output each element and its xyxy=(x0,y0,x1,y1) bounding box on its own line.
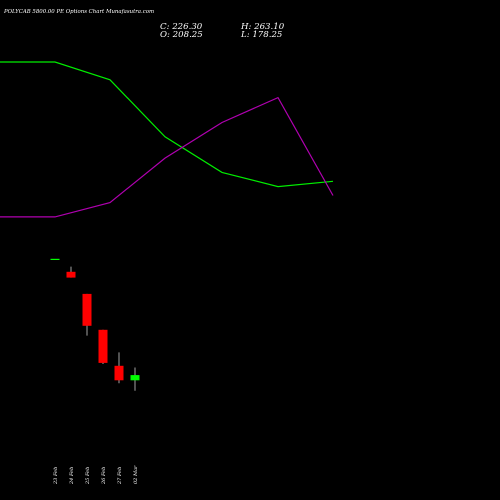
candle-body-down xyxy=(82,293,92,326)
x-axis-ticks: 23 Feb 24 Feb 25 Feb 26 Feb 27 Feb 02 Mar xyxy=(53,465,139,485)
high-value: H: 263.10 xyxy=(240,22,285,32)
candle-body-down xyxy=(98,329,108,363)
candle xyxy=(98,329,108,364)
candle xyxy=(114,352,124,384)
candle-body-down xyxy=(66,271,76,278)
low-value: L: 178.25 xyxy=(240,30,282,40)
candle xyxy=(82,293,92,336)
x-tick-label: 25 Feb xyxy=(85,467,91,485)
chart-title: POLYCAB 5800.00 PE Options Chart Munafas… xyxy=(3,9,154,15)
candle xyxy=(50,258,60,260)
indicator-line-1 xyxy=(0,61,334,188)
indicator-lines xyxy=(0,61,334,218)
candlesticks xyxy=(50,258,140,391)
open-value: O: 208.25 xyxy=(160,30,203,40)
x-tick-label: 26 Feb xyxy=(101,467,107,485)
x-tick-label: 24 Feb xyxy=(69,467,75,485)
indicator-line-2 xyxy=(0,96,334,218)
candle-body-up xyxy=(50,258,60,260)
candle xyxy=(66,266,76,278)
x-tick-label: 27 Feb xyxy=(117,467,123,485)
candle-body-down xyxy=(114,365,124,381)
candle xyxy=(130,367,140,391)
x-tick-label: 02 Mar xyxy=(133,465,139,484)
close-value: C: 226.30 xyxy=(160,22,203,32)
x-tick-label: 23 Feb xyxy=(53,467,59,485)
candle-body-up xyxy=(130,375,140,381)
